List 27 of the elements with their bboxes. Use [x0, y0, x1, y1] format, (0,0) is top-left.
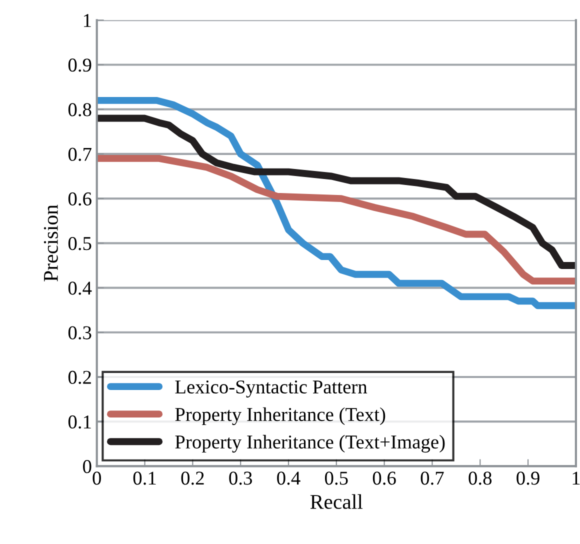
y-tick-label: 0.2 [68, 370, 91, 384]
x-tick-label: 1 [572, 472, 580, 485]
x-tick-label: 0 [92, 472, 101, 485]
y-tick-label: 0.8 [68, 103, 92, 116]
x-tick-label: 0.7 [420, 472, 444, 485]
x-tick-label: 0.5 [324, 472, 348, 485]
y-tick-label: 0 [83, 460, 92, 474]
y-tick-label: 0.7 [68, 148, 92, 161]
x-tick-label: 0.8 [468, 472, 492, 485]
y-tick-label: 0.3 [68, 326, 92, 340]
x-tick-label: 0.1 [133, 472, 156, 485]
x-axis-title: Recall [310, 494, 363, 509]
y-tick-label: 0.5 [68, 236, 92, 250]
y-tick-label: 0.9 [68, 58, 92, 72]
y-tick-label: 0.6 [68, 192, 92, 206]
x-tick-label: 0.9 [516, 472, 540, 485]
x-tick-label: 0.3 [229, 472, 252, 485]
y-tick-label: 1 [84, 14, 91, 27]
x-tick-label: 0.6 [372, 472, 396, 485]
y-tick-label: 0.4 [68, 282, 92, 295]
legend-label: Property Inheritance (Text+Image) [175, 434, 445, 453]
x-tick-label: 0.4 [277, 472, 300, 485]
x-tick-label: 0.2 [181, 472, 204, 485]
legend-label: Lexico-Syntactic Pattern [175, 380, 368, 398]
legend-label: Property Inheritance (Text) [175, 407, 386, 426]
y-tick-label: 0.1 [68, 415, 91, 429]
y-axis-title: Precision [44, 204, 58, 282]
